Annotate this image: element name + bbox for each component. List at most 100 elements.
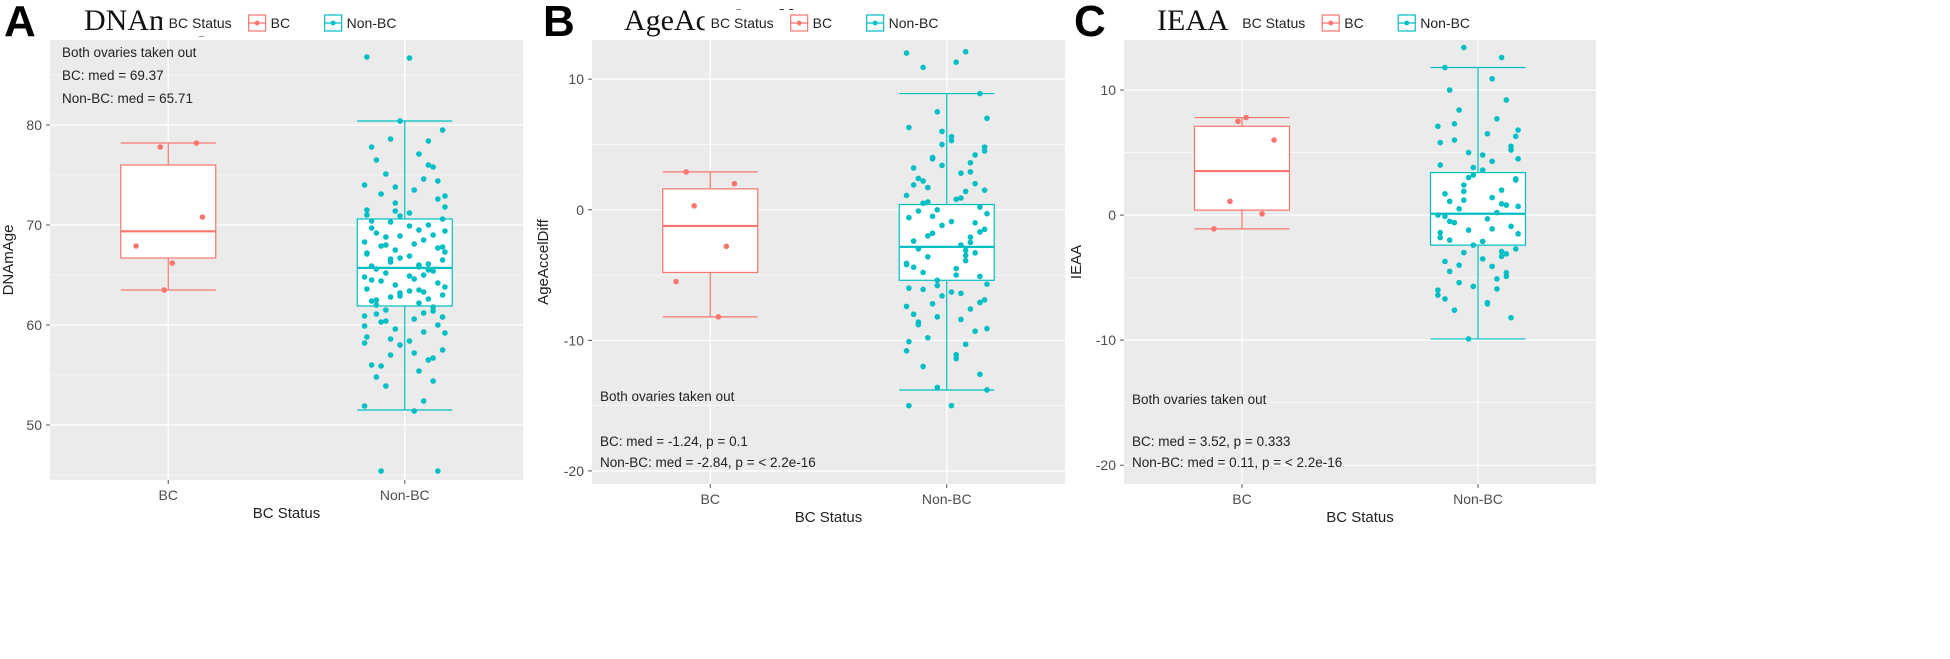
data-point xyxy=(439,216,446,222)
data-point xyxy=(1498,187,1505,193)
data-point xyxy=(731,180,738,187)
data-point xyxy=(439,292,446,298)
data-point xyxy=(981,148,988,154)
data-point xyxy=(373,157,380,163)
data-point xyxy=(368,298,375,304)
data-point xyxy=(364,54,370,60)
data-point xyxy=(416,227,422,233)
data-point xyxy=(981,226,988,233)
data-point xyxy=(683,169,689,175)
legend-background xyxy=(1236,10,1499,36)
data-point xyxy=(392,184,399,190)
data-point xyxy=(435,178,441,184)
data-point xyxy=(906,285,912,291)
data-point xyxy=(392,200,399,206)
data-point xyxy=(1461,182,1467,188)
data-point xyxy=(1461,197,1467,203)
data-point xyxy=(1470,164,1477,171)
data-point xyxy=(1489,75,1495,82)
legend-title: BC Status xyxy=(711,15,774,31)
data-point xyxy=(1498,248,1505,255)
data-point xyxy=(406,338,413,344)
data-point xyxy=(1470,283,1477,290)
data-point xyxy=(1494,276,1500,282)
data-point xyxy=(364,334,370,340)
data-point xyxy=(948,402,955,409)
panel-letter: B xyxy=(543,0,575,46)
data-point xyxy=(133,243,139,249)
legend-key-dot xyxy=(1328,20,1334,26)
data-point xyxy=(958,290,964,297)
data-point xyxy=(977,204,983,210)
data-point xyxy=(435,280,441,286)
box-iqr xyxy=(1429,171,1527,246)
data-point xyxy=(364,250,370,256)
data-point xyxy=(392,208,399,214)
data-point xyxy=(984,387,990,393)
data-point xyxy=(416,368,422,374)
data-point xyxy=(361,313,368,319)
data-point xyxy=(411,316,418,322)
data-point xyxy=(981,144,988,150)
data-point xyxy=(373,374,380,380)
data-point xyxy=(1227,198,1233,205)
data-point xyxy=(915,246,922,252)
box-bc xyxy=(120,142,217,291)
data-point xyxy=(691,203,697,209)
data-point xyxy=(910,238,917,244)
data-point xyxy=(984,115,990,122)
data-point xyxy=(934,314,941,320)
data-point xyxy=(420,310,427,316)
data-point xyxy=(199,214,206,220)
data-point xyxy=(383,307,389,313)
data-point xyxy=(442,284,448,290)
legend: BC Status BC Non-BC xyxy=(1236,10,1499,36)
data-point xyxy=(1465,174,1472,181)
data-point xyxy=(378,191,384,197)
data-point xyxy=(984,325,990,332)
data-point xyxy=(977,273,983,280)
data-point xyxy=(387,219,394,225)
data-point xyxy=(967,239,974,246)
data-point xyxy=(361,182,368,188)
data-point xyxy=(1515,203,1521,210)
data-point xyxy=(368,362,375,368)
data-point xyxy=(1456,107,1462,113)
x-tick-label: Non-BC xyxy=(1453,491,1503,507)
data-point xyxy=(368,225,375,231)
data-point xyxy=(397,255,403,261)
data-point xyxy=(1479,167,1486,173)
data-point xyxy=(972,152,978,158)
data-point xyxy=(406,223,413,229)
data-point xyxy=(953,265,960,272)
data-point xyxy=(1435,212,1441,218)
data-point xyxy=(1515,127,1521,133)
data-point xyxy=(1498,54,1505,61)
box-iqr xyxy=(356,218,453,307)
data-point xyxy=(420,398,427,404)
data-point xyxy=(387,352,394,358)
data-point xyxy=(953,196,960,203)
data-point xyxy=(411,408,418,414)
data-point xyxy=(161,287,168,293)
data-point xyxy=(1489,158,1495,165)
data-point xyxy=(953,59,960,65)
data-point xyxy=(373,266,380,272)
data-point xyxy=(1498,253,1505,260)
data-point xyxy=(920,286,926,293)
box-bc xyxy=(662,171,759,318)
data-point xyxy=(934,282,941,289)
data-point xyxy=(1271,137,1277,143)
data-point xyxy=(920,269,926,276)
legend: BC Status BC Non-BC xyxy=(162,10,425,36)
data-point xyxy=(977,371,983,378)
data-point xyxy=(361,323,368,329)
data-point xyxy=(1437,139,1444,146)
data-point xyxy=(915,208,922,214)
data-point xyxy=(368,277,375,283)
chart-panel-b: -20 -10 0 10 BC Non-BC Both ovaries taken out B… xyxy=(535,0,1065,526)
data-point xyxy=(364,207,370,213)
data-point xyxy=(1494,115,1500,122)
panel-letter: A xyxy=(4,0,36,46)
data-point xyxy=(1437,229,1444,236)
